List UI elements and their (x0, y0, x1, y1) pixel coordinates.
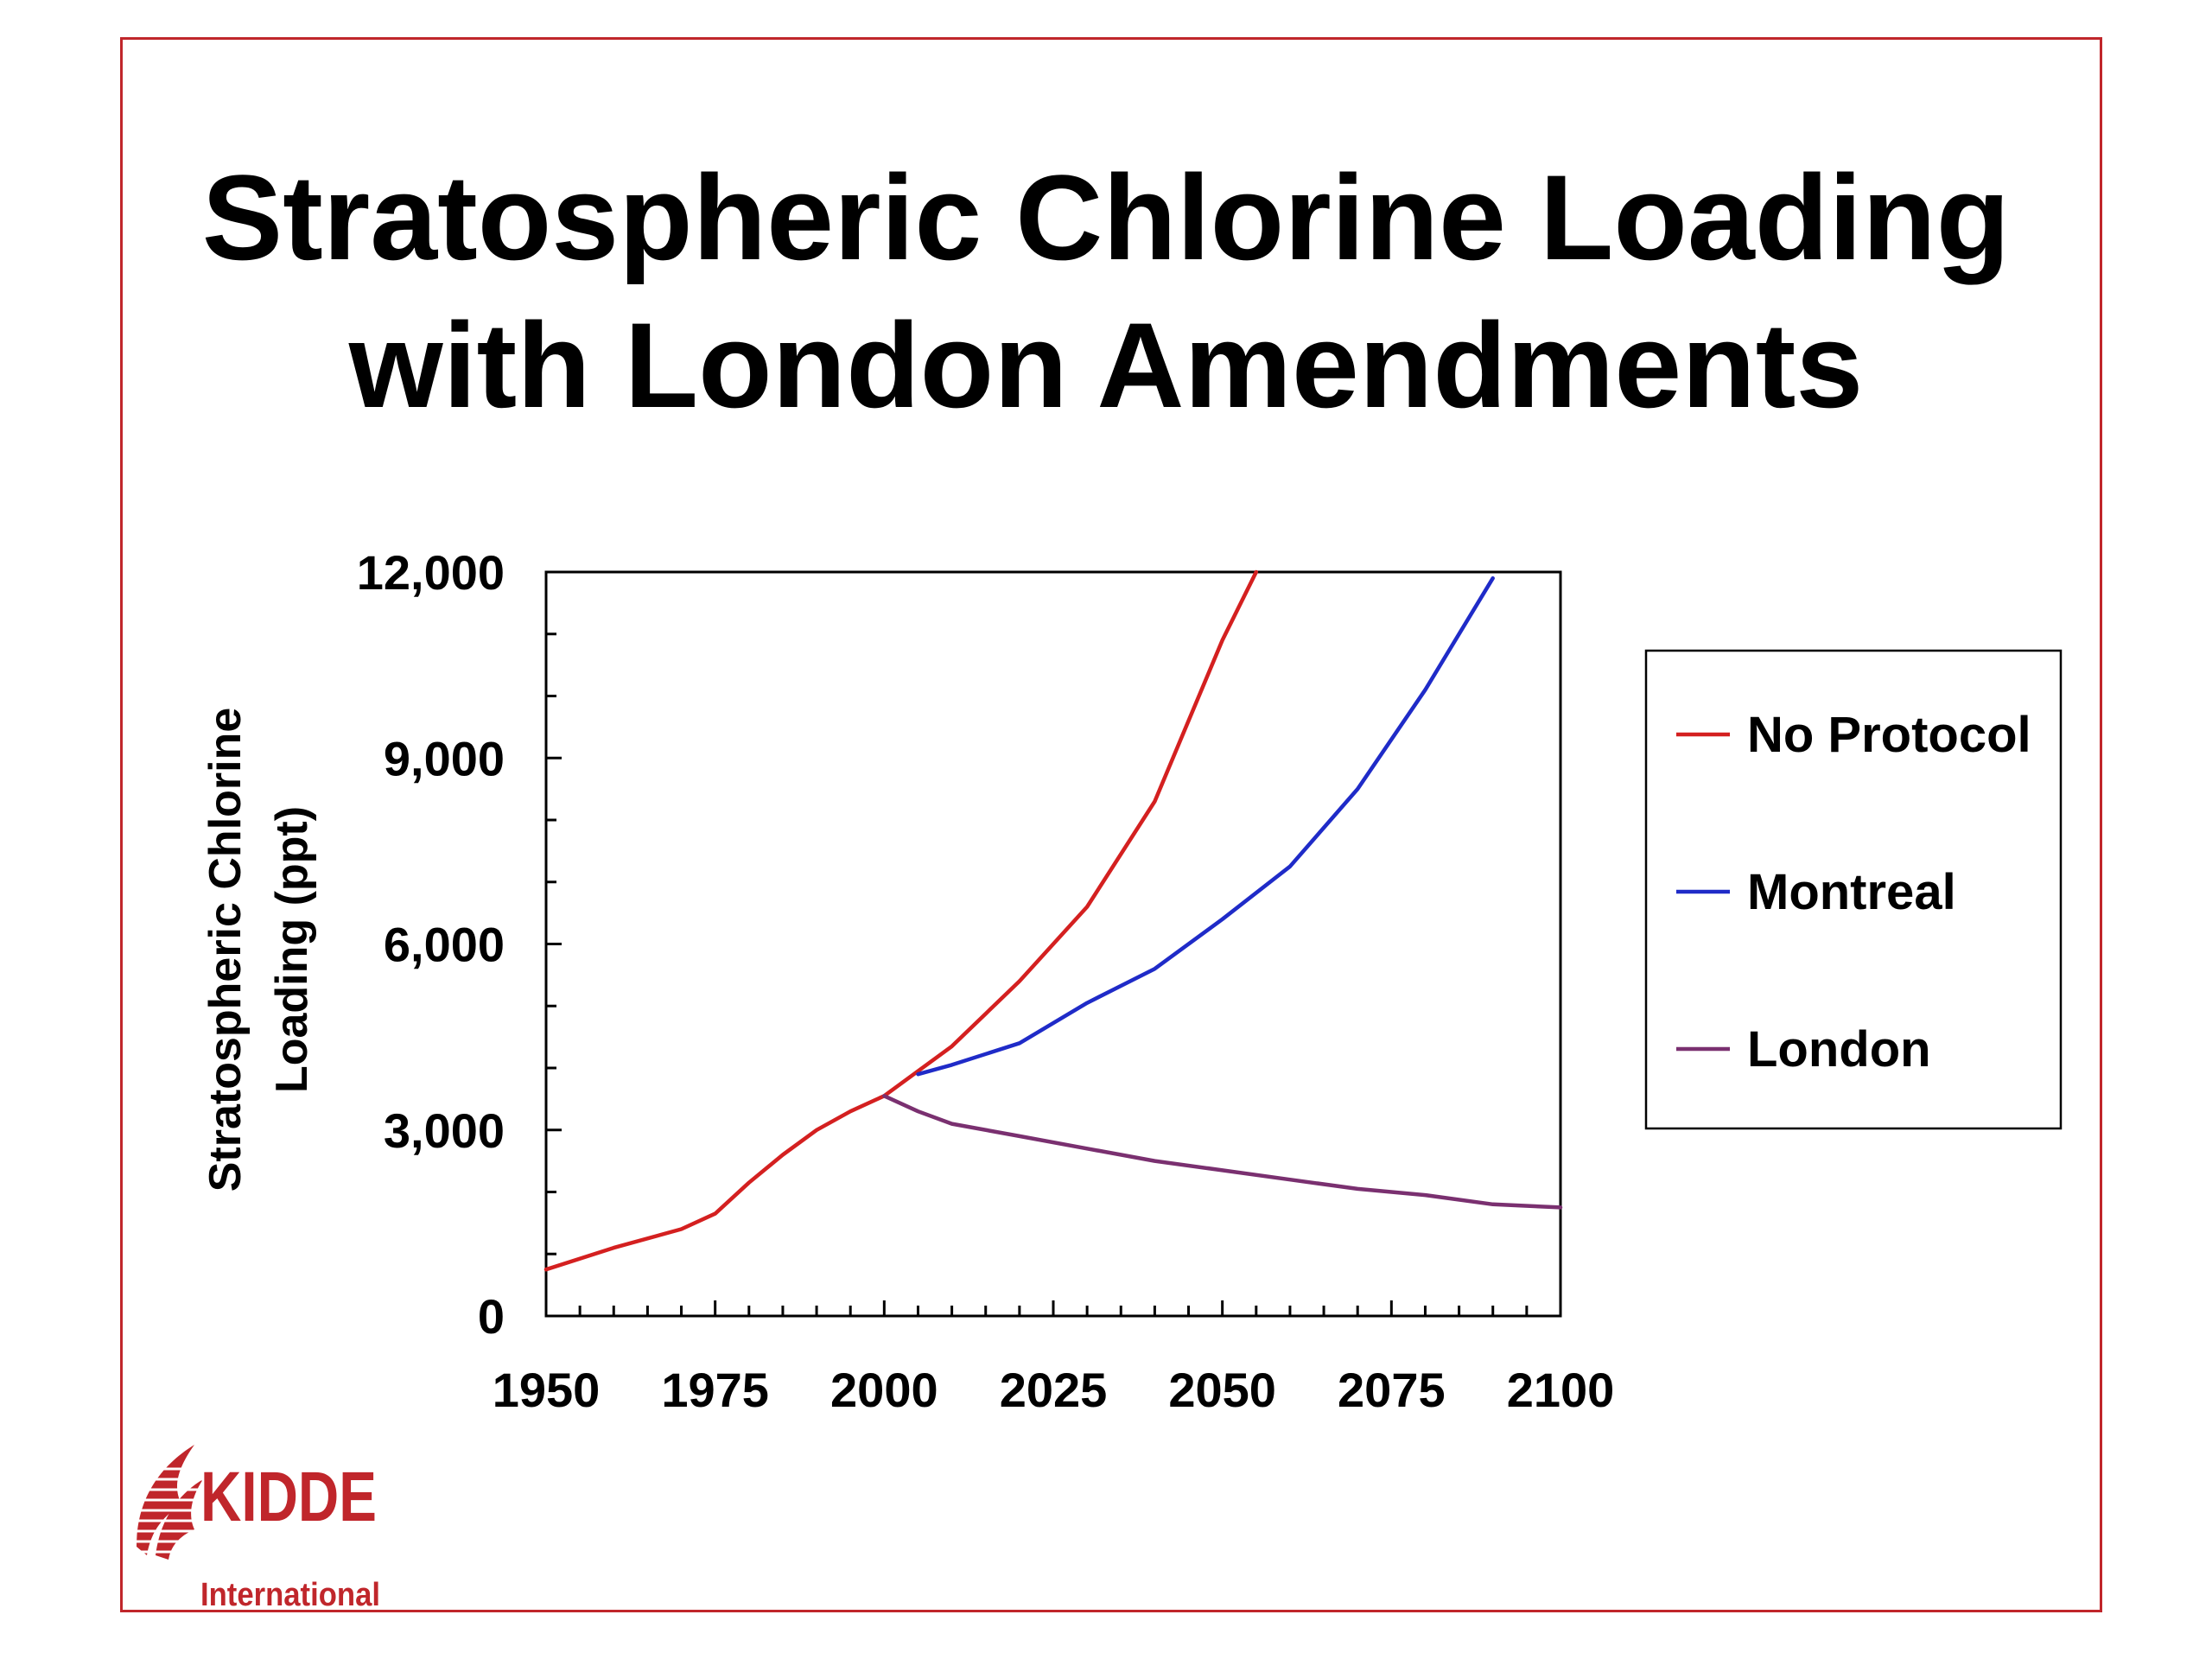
x-tick-label: 2075 (1338, 1363, 1446, 1417)
kidde-flame-icon (130, 1445, 207, 1560)
kidde-logo: KIDDE International (130, 1445, 380, 1613)
legend-label-montreal: Montreal (1747, 864, 1956, 920)
legend-label-no-protocol: No Protocol (1747, 707, 2031, 763)
y-tick-label: 0 (478, 1289, 505, 1344)
slide-title-line-2: with London Amendments (348, 297, 1864, 433)
series-line-london (882, 1094, 1563, 1210)
y-tick-label: 12,000 (357, 545, 505, 600)
logo-name: KIDDE (200, 1458, 377, 1536)
y-axis-title-line-1: Stratospheric Chlorine (200, 708, 251, 1192)
series-line-montreal (916, 575, 1495, 1077)
y-tick-label: 3,000 (384, 1103, 505, 1158)
y-tick-label: 9,000 (384, 731, 505, 785)
series-lines (543, 569, 1563, 1272)
x-tick-label: 1950 (493, 1363, 601, 1417)
x-tick-label: 2100 (1507, 1363, 1615, 1417)
x-tick-labels: 1950 1975 2000 2025 2050 2075 2100 (493, 1363, 1615, 1417)
logo-subtitle: International (200, 1577, 380, 1613)
legend: No Protocol Montreal London (1644, 649, 2063, 1130)
legend-label-london: London (1747, 1021, 1931, 1077)
slide-frame (120, 37, 2102, 1612)
series-line-no-protocol (543, 569, 1259, 1272)
x-tick-label: 2000 (830, 1363, 938, 1417)
y-axis-title-line-2: Loading (ppt) (267, 806, 317, 1093)
y-tick-label: 6,000 (384, 918, 505, 972)
x-tick-label: 2050 (1168, 1363, 1276, 1417)
x-tick-label: 1975 (661, 1363, 769, 1417)
slide-title-line-1: Stratospheric Chlorine Loading (201, 149, 2011, 285)
y-tick-labels: 0 3,000 6,000 9,000 12,000 (357, 545, 505, 1344)
x-tick-label: 2025 (1000, 1363, 1108, 1417)
y-axis-title: Stratospheric Chlorine Loading (ppt) (200, 708, 317, 1192)
axis-ticks (544, 570, 1562, 1318)
